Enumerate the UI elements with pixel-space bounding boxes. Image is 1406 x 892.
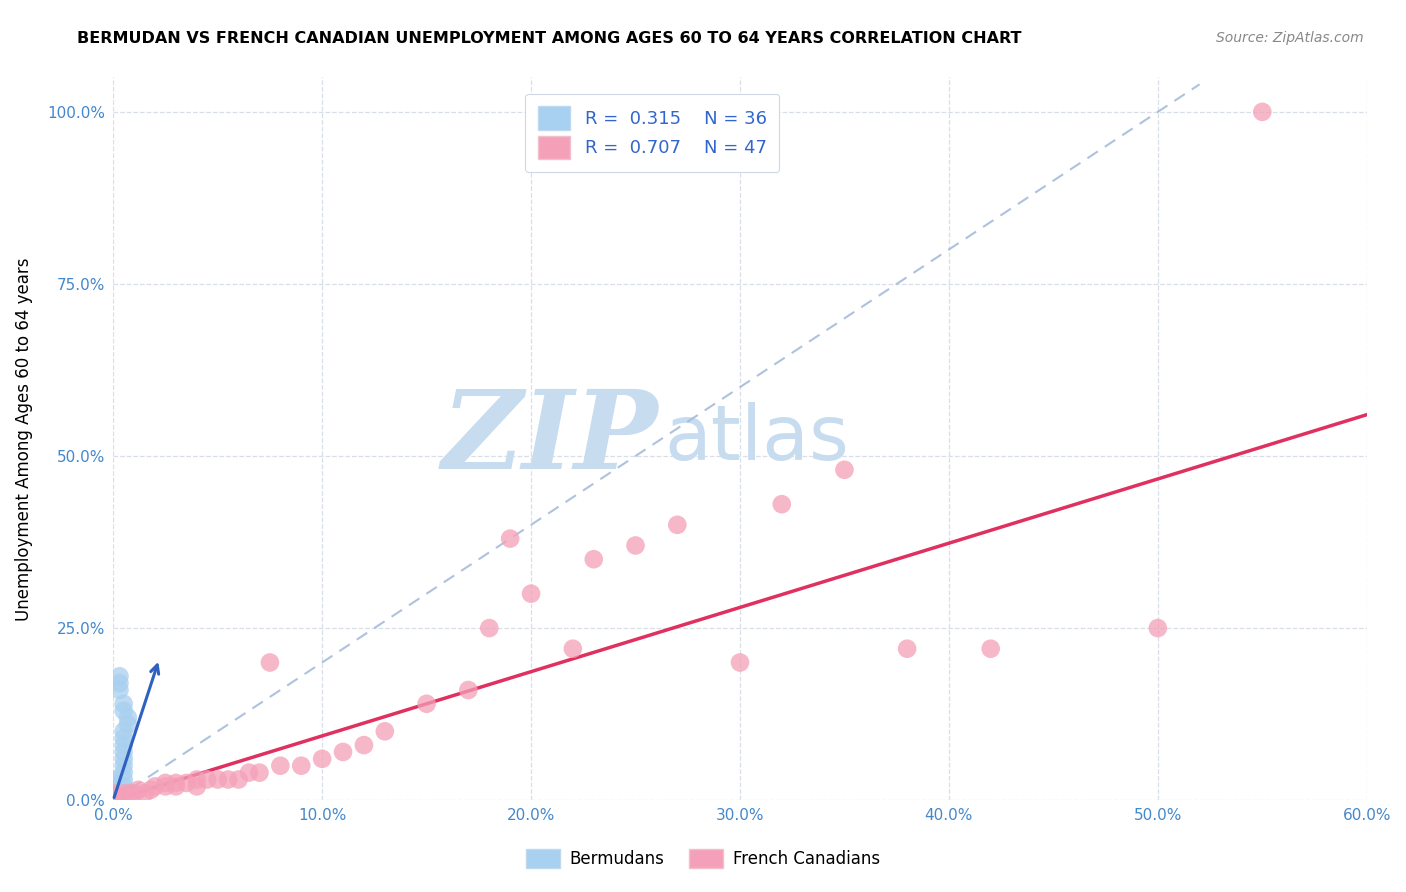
Point — [108, 683, 131, 698]
Point — [238, 765, 260, 780]
Point — [478, 621, 501, 635]
Y-axis label: Unemployment Among Ages 60 to 64 years: Unemployment Among Ages 60 to 64 years — [15, 257, 32, 621]
Point — [520, 587, 543, 601]
Text: atlas: atlas — [665, 401, 849, 475]
Point — [112, 697, 135, 711]
Point — [103, 793, 125, 807]
Point — [117, 710, 139, 724]
Point — [103, 793, 125, 807]
Point — [112, 786, 135, 800]
Point — [117, 717, 139, 731]
Point — [103, 793, 125, 807]
Point — [112, 789, 135, 804]
Point — [311, 752, 333, 766]
Legend: Bermudans, French Canadians: Bermudans, French Canadians — [519, 842, 887, 875]
Point — [112, 731, 135, 746]
Point — [103, 793, 125, 807]
Text: Source: ZipAtlas.com: Source: ZipAtlas.com — [1216, 31, 1364, 45]
Point — [112, 704, 135, 718]
Point — [290, 758, 312, 772]
Point — [332, 745, 354, 759]
Point — [249, 765, 271, 780]
Point — [103, 793, 125, 807]
Point — [834, 463, 856, 477]
Point — [103, 786, 125, 800]
Point — [112, 738, 135, 752]
Point — [118, 786, 141, 800]
Point — [112, 724, 135, 739]
Point — [207, 772, 229, 787]
Point — [624, 539, 647, 553]
Point — [112, 780, 135, 794]
Point — [112, 758, 135, 772]
Point — [195, 772, 218, 787]
Point — [103, 780, 125, 794]
Point — [108, 669, 131, 683]
Point — [1251, 104, 1274, 119]
Point — [103, 786, 125, 800]
Point — [103, 793, 125, 807]
Point — [127, 782, 149, 797]
Point — [103, 782, 125, 797]
Point — [896, 641, 918, 656]
Point — [980, 641, 1002, 656]
Point — [165, 776, 187, 790]
Point — [108, 676, 131, 690]
Point — [259, 656, 281, 670]
Point — [176, 776, 198, 790]
Point — [103, 789, 125, 804]
Point — [103, 793, 125, 807]
Point — [112, 745, 135, 759]
Point — [139, 782, 162, 797]
Text: ZIP: ZIP — [441, 385, 658, 492]
Point — [165, 780, 187, 794]
Point — [112, 765, 135, 780]
Point — [103, 789, 125, 804]
Point — [1146, 621, 1168, 635]
Point — [112, 752, 135, 766]
Point — [155, 780, 177, 794]
Point — [374, 724, 396, 739]
Point — [112, 772, 135, 787]
Point — [186, 772, 208, 787]
Text: BERMUDAN VS FRENCH CANADIAN UNEMPLOYMENT AMONG AGES 60 TO 64 YEARS CORRELATION C: BERMUDAN VS FRENCH CANADIAN UNEMPLOYMENT… — [77, 31, 1022, 46]
Point — [499, 532, 522, 546]
Point — [103, 772, 125, 787]
Point — [353, 738, 375, 752]
Point — [103, 793, 125, 807]
Point — [134, 786, 156, 800]
Point — [582, 552, 605, 566]
Point — [770, 497, 793, 511]
Point — [228, 772, 250, 787]
Point — [143, 780, 166, 794]
Point — [103, 786, 125, 800]
Point — [728, 656, 751, 670]
Point — [415, 697, 437, 711]
Point — [103, 793, 125, 807]
Point — [103, 789, 125, 804]
Point — [103, 780, 125, 794]
Point — [103, 786, 125, 800]
Point — [666, 517, 689, 532]
Point — [186, 780, 208, 794]
Point — [122, 786, 145, 800]
Point — [155, 776, 177, 790]
Point — [103, 776, 125, 790]
Point — [457, 683, 479, 698]
Point — [103, 793, 125, 807]
Point — [561, 641, 583, 656]
Point — [269, 758, 291, 772]
Legend: R =  0.315    N = 36, R =  0.707    N = 47: R = 0.315 N = 36, R = 0.707 N = 47 — [524, 94, 779, 171]
Point — [217, 772, 239, 787]
Point — [103, 782, 125, 797]
